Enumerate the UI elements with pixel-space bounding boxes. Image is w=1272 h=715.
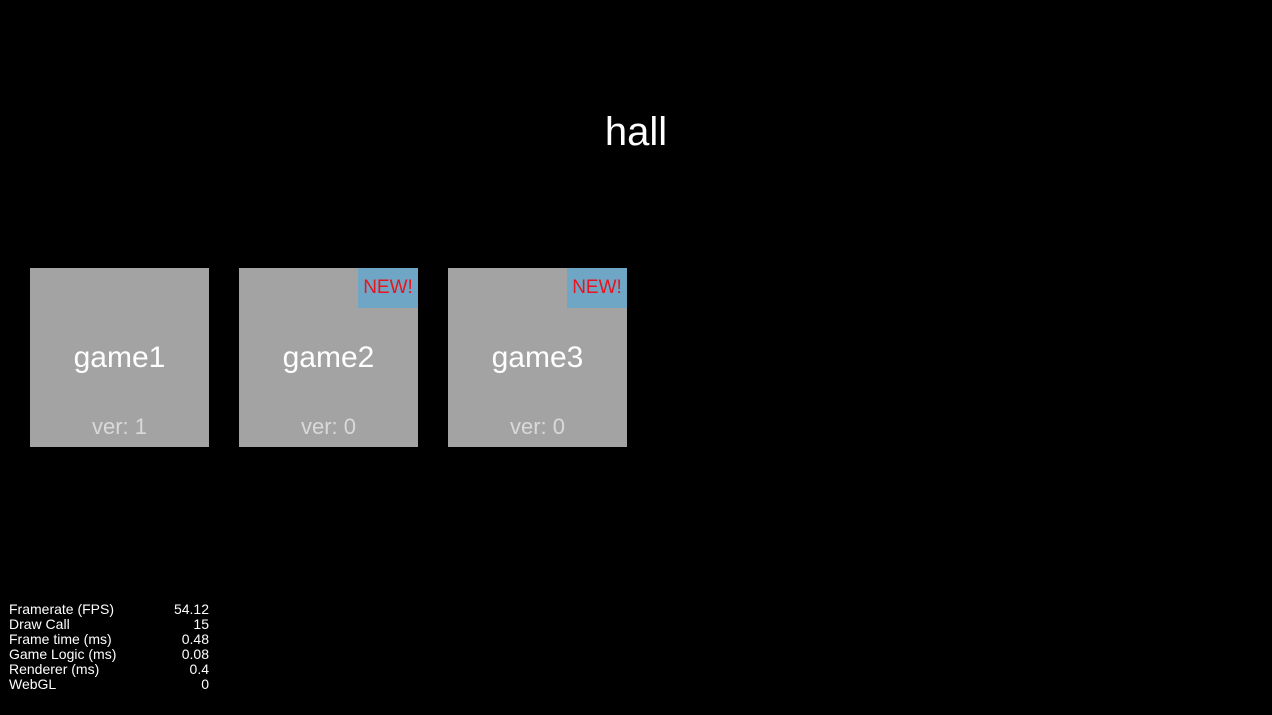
new-badge: NEW! xyxy=(567,268,627,308)
game-name: game3 xyxy=(491,341,584,374)
stat-value: 0.4 xyxy=(189,661,209,677)
stat-row-webgl: WebGL 0 xyxy=(9,677,209,692)
debug-stats-panel: Framerate (FPS) 54.12 Draw Call 15 Frame… xyxy=(9,602,209,692)
game-name: game1 xyxy=(73,341,166,374)
game-version: ver: 0 xyxy=(509,414,566,439)
stat-row-draw-call: Draw Call 15 xyxy=(9,617,209,632)
game-list: game1 ver: 1 game2 ver: 0 NEW! game3 ver… xyxy=(30,268,627,447)
stat-label: Frame time (ms) xyxy=(9,631,112,647)
stat-label: Game Logic (ms) xyxy=(9,646,117,662)
new-badge: NEW! xyxy=(358,268,418,308)
game-card-1[interactable]: game1 ver: 1 xyxy=(30,268,209,447)
stat-row-renderer: Renderer (ms) 0.4 xyxy=(9,662,209,677)
stat-label: Draw Call xyxy=(9,616,70,632)
stat-row-fps: Framerate (FPS) 54.12 xyxy=(9,602,209,617)
stat-value: 15 xyxy=(193,616,209,632)
stat-value: 0.08 xyxy=(181,646,209,662)
game-card-2[interactable]: game2 ver: 0 NEW! xyxy=(239,268,418,447)
stat-label: Renderer (ms) xyxy=(9,661,100,677)
stat-row-frame-time: Frame time (ms) 0.48 xyxy=(9,632,209,647)
stat-row-game-logic: Game Logic (ms) 0.08 xyxy=(9,647,209,662)
game-name: game2 xyxy=(282,341,375,374)
game-version: ver: 1 xyxy=(91,414,148,439)
stat-value: 54.12 xyxy=(173,601,209,617)
stat-label: WebGL xyxy=(9,676,57,692)
scene-title: hall xyxy=(604,110,668,154)
game-version: ver: 0 xyxy=(300,414,357,439)
stat-value: 0.48 xyxy=(181,631,209,647)
game-card-3[interactable]: game3 ver: 0 NEW! xyxy=(448,268,627,447)
stat-label: Framerate (FPS) xyxy=(9,601,115,617)
stat-value: 0 xyxy=(201,676,209,692)
